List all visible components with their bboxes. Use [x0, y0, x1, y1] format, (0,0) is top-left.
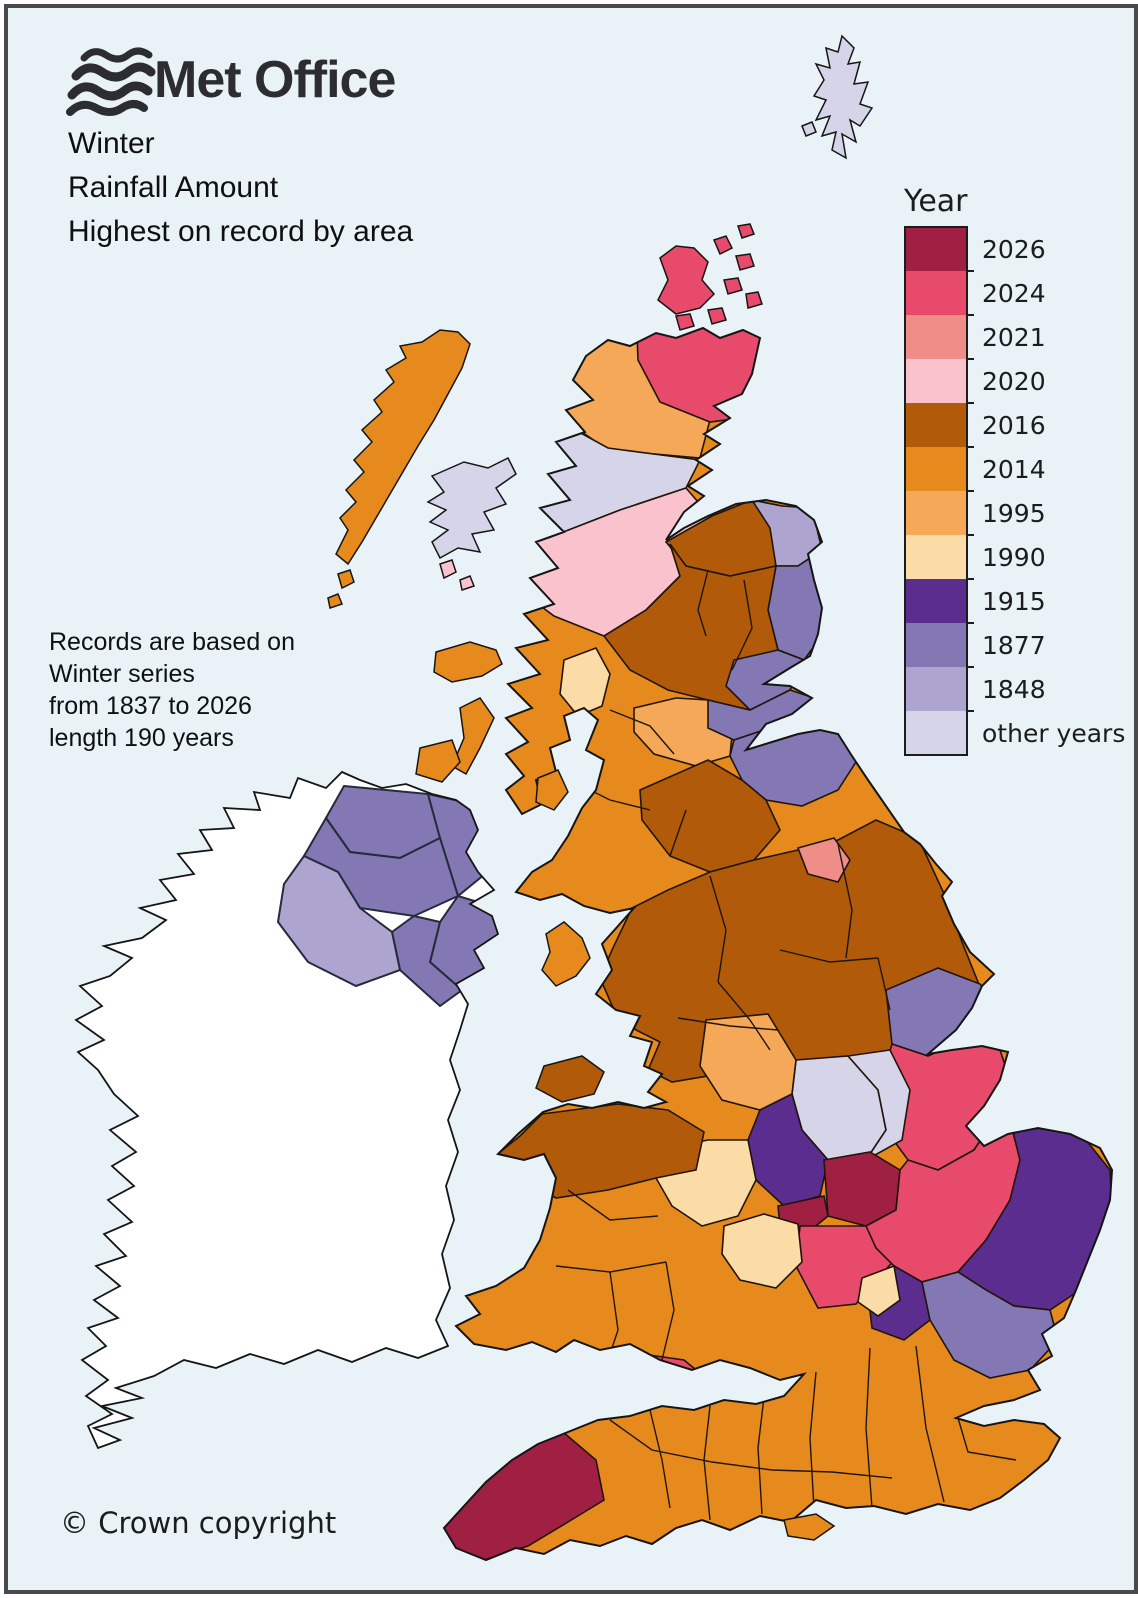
legend-swatch-2026 [905, 227, 967, 271]
island-islay [415, 739, 461, 783]
island-orkney-isle-4 [745, 291, 763, 309]
island-jura [451, 697, 495, 776]
region-south-scotland [639, 759, 781, 873]
island-skye [426, 456, 517, 560]
legend-title: Year [904, 184, 968, 219]
island-orkney-mainland [657, 245, 716, 315]
legend-label-2020: 2020 [982, 367, 1046, 396]
legend-swatch-2020 [905, 359, 967, 403]
legend-label-2021: 2021 [982, 323, 1046, 352]
island-orkney-isle-6 [675, 313, 695, 331]
county-boundary-line [677, 1017, 779, 1031]
region-luton [857, 1264, 901, 1317]
legend-swatch-2021 [905, 315, 967, 359]
title-line-2: Rainfall Amount [68, 171, 279, 204]
county-boundary-line [697, 569, 709, 637]
county-boundary-line [957, 1417, 1017, 1461]
legend-label-1990: 1990 [982, 543, 1046, 572]
annotation-line-3: from 1837 to 2026 [49, 692, 252, 720]
title-line-3: Highest on record by area [68, 215, 414, 248]
legend-label-2026: 2026 [982, 235, 1046, 264]
legend-swatch-2016 [905, 403, 967, 447]
annotation-line-4: length 190 years [49, 724, 234, 752]
island-isle-of-man [541, 921, 591, 987]
legend-frame [904, 226, 968, 756]
county-boundary-line [649, 1409, 671, 1509]
legend: 2026 2024 2021 2020 2016 2014 1995 1990 1915 1877… [904, 226, 1125, 756]
county-boundary-line [809, 1371, 817, 1509]
island-barra [327, 593, 343, 609]
legend-label-1848: 1848 [982, 675, 1046, 704]
county-boundary-line [567, 1189, 659, 1221]
legend-swatch-1990 [905, 535, 967, 579]
legend-swatch-other-years [905, 711, 967, 755]
county-boundary-line [609, 709, 675, 755]
annotation-line-2: Winter series [49, 660, 195, 688]
island-arran [535, 769, 569, 811]
legend-label-1877: 1877 [982, 631, 1046, 660]
county-boundary-line [779, 949, 879, 963]
legend-swatch-1915 [905, 579, 967, 623]
island-mull [433, 641, 503, 683]
legend-swatch-2024 [905, 271, 967, 315]
region-lindsey [846, 1049, 911, 1161]
region-worcester [721, 1213, 803, 1289]
legend-label-2014: 2014 [982, 455, 1046, 484]
uk-choropleth-map: 2026 2024 2021 2020 2016 2014 1995 1990 1915 1877… [8, 8, 1134, 1590]
island-orkney-isle-7 [737, 223, 755, 239]
map-figure: 2026 2024 2021 2020 2016 2014 1995 1990 1915 1877… [4, 4, 1138, 1594]
legend-swatch-1848 [905, 667, 967, 711]
legend-label-2016: 2016 [982, 411, 1046, 440]
met-office-logo-icon [66, 47, 156, 116]
island-shetland [812, 34, 874, 160]
island-orkney-isle-5 [707, 307, 727, 325]
island-orkney-isle-3 [723, 277, 743, 295]
legend-swatch-1877 [905, 623, 967, 667]
island-small-isle-pink-1 [439, 559, 457, 580]
county-boundary-line [661, 1261, 675, 1361]
island-orkney-isle-1 [712, 235, 734, 256]
island-small-isle-pink-2 [459, 575, 475, 591]
map-title: Winter Rainfall Amount Highest on record… [68, 122, 413, 254]
county-boundary-line [731, 579, 753, 671]
island-outer-hebrides [335, 329, 471, 566]
ireland-outline [74, 770, 500, 1450]
county-boundary-line [865, 1347, 873, 1509]
island-anglesey [535, 1055, 605, 1103]
county-boundary-line [609, 1419, 893, 1479]
records-annotation: Records are based on Winter series from … [49, 626, 295, 754]
legend-label-other-years: other years [982, 719, 1125, 748]
island-isle-of-wight [783, 1513, 836, 1541]
county-boundary-line [877, 957, 891, 1011]
island-uist [337, 569, 355, 590]
region-essex [921, 1271, 1059, 1379]
title-line-1: Winter [68, 127, 155, 160]
met-office-logo-text: Met Office [154, 51, 396, 109]
county-boundary-line [717, 981, 771, 1051]
county-boundary-line [669, 809, 687, 857]
legend-label-1995: 1995 [982, 499, 1046, 528]
island-orkney-isle-2 [735, 253, 755, 271]
county-boundary-line [837, 843, 853, 959]
legend-swatch-1995 [905, 491, 967, 535]
copyright-notice: © Crown copyright [60, 1506, 337, 1540]
region-stirling [559, 647, 611, 717]
annotation-line-1: Records are based on [49, 628, 295, 656]
county-boundary-line [609, 1271, 619, 1355]
legend-swatch-2014 [905, 447, 967, 491]
legend-label-2024: 2024 [982, 279, 1046, 308]
county-boundary-line [709, 875, 727, 983]
legend-label-1915: 1915 [982, 587, 1046, 616]
county-boundary-line [915, 1345, 945, 1503]
region-fermanagh [276, 854, 402, 988]
island-shetland-west-isle [801, 121, 817, 137]
